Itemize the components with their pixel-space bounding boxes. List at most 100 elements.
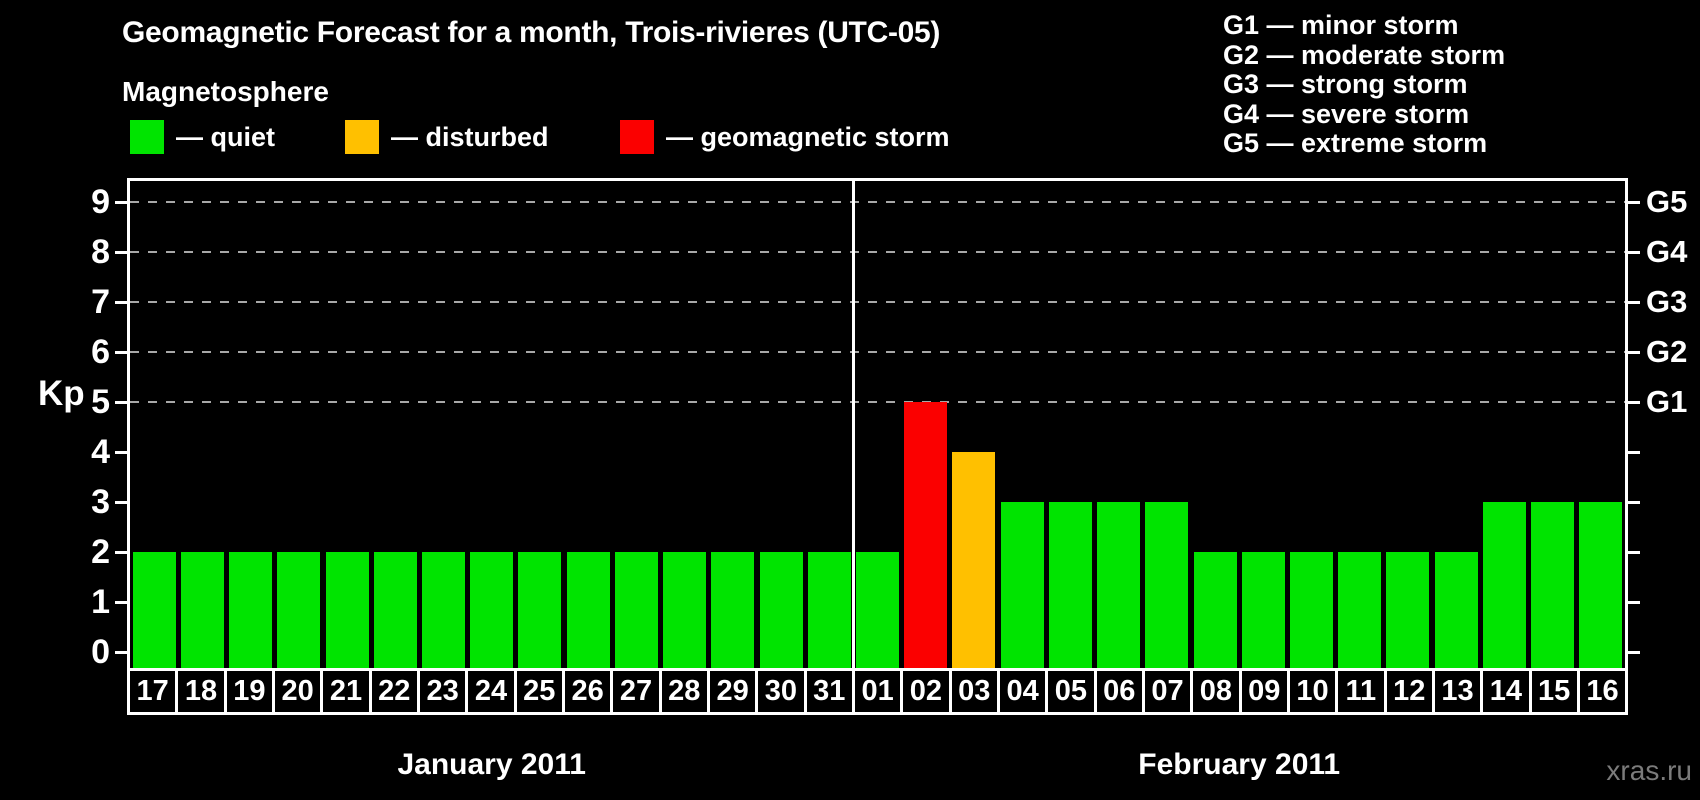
- day-label: 01: [851, 671, 900, 712]
- kp-bar: [1241, 552, 1285, 668]
- grid-line-kp8: [130, 251, 1625, 253]
- kp-bar: [229, 552, 273, 668]
- kp-bar: [614, 552, 658, 668]
- legend-item-disturbed: — disturbed: [345, 119, 549, 155]
- day-label: 05: [1045, 671, 1093, 712]
- y-axis-label: 8: [91, 233, 110, 271]
- y-axis-tick: [115, 600, 127, 604]
- day-label: 08: [1190, 671, 1238, 712]
- y-axis-label: 1: [91, 583, 110, 621]
- day-label: 27: [610, 671, 658, 712]
- kp-bar: [325, 552, 369, 668]
- day-label: 10: [1286, 671, 1335, 712]
- legend-swatch-storm: [620, 120, 654, 154]
- y-axis-tick-right: [1628, 600, 1640, 604]
- kp-bar: [1482, 502, 1526, 668]
- y-axis-tick: [115, 250, 127, 254]
- legend-label-storm: — geomagnetic storm: [666, 121, 950, 152]
- day-label: 29: [706, 671, 755, 712]
- day-label: 02: [900, 671, 948, 712]
- kp-bar: [1193, 552, 1237, 668]
- g-axis-label: G3: [1646, 284, 1688, 319]
- month-label: January 2011: [397, 748, 586, 781]
- g-axis-label: G2: [1646, 334, 1688, 369]
- grid-line-kp9: [130, 201, 1625, 203]
- day-label: 13: [1431, 671, 1480, 712]
- g-axis-label: G1: [1646, 384, 1688, 419]
- kp-bar: [807, 552, 851, 668]
- legend-item-quiet: — quiet: [130, 119, 275, 155]
- y-axis-label: 6: [91, 333, 110, 371]
- y-axis-label: 7: [91, 283, 110, 321]
- kp-bar: [711, 552, 755, 668]
- g-scale-legend: G1 — minor storm G2 — moderate storm G3 — …: [1223, 10, 1506, 159]
- watermark: xras.ru: [1606, 755, 1692, 786]
- day-label: 07: [1141, 671, 1190, 712]
- legend-swatch-quiet: [130, 120, 164, 154]
- y-axis-tick-right: [1628, 200, 1640, 204]
- y-axis-tick-right: [1628, 450, 1640, 454]
- kp-bar: [566, 552, 610, 668]
- kp-bar: [855, 552, 899, 668]
- day-label: 19: [223, 671, 272, 712]
- y-axis-label: 3: [91, 483, 110, 521]
- page-title: Geomagnetic Forecast for a month, Trois-…: [122, 16, 941, 49]
- legend-label-disturbed: — disturbed: [391, 121, 549, 152]
- kp-bar: [904, 402, 948, 668]
- y-axis-tick-right: [1628, 300, 1640, 304]
- kp-bar: [470, 552, 514, 668]
- y-axis-label: 2: [91, 533, 110, 571]
- day-label: 24: [465, 671, 513, 712]
- day-label: 16: [1576, 671, 1625, 712]
- day-label: 06: [1093, 671, 1142, 712]
- grid-line-kp5: [130, 401, 1625, 403]
- legend-heading: Magnetosphere: [122, 76, 329, 107]
- legend-item-storm: — geomagnetic storm: [620, 119, 950, 155]
- day-label: 26: [561, 671, 610, 712]
- g-legend-item-5: G5 — extreme storm: [1223, 128, 1488, 158]
- day-label: 20: [271, 671, 320, 712]
- y-axis-title: Kp: [38, 374, 85, 413]
- month-label: February 2011: [1138, 748, 1341, 781]
- y-axis-tick: [115, 300, 127, 304]
- legend-label-quiet: — quiet: [176, 121, 275, 152]
- grid-line-kp6: [130, 351, 1625, 353]
- kp-bar: [1531, 502, 1575, 668]
- day-label: 17: [136, 675, 169, 707]
- kp-bar: [952, 452, 996, 668]
- day-label: 21: [320, 671, 368, 712]
- kp-bar: [1145, 502, 1189, 668]
- kp-bar: [132, 552, 176, 668]
- day-axis-row: 17 18 19 20 21 22 23 24 25 26 27 28 29 30 31 01 02 03 04 05…: [127, 668, 1628, 715]
- day-label: 23: [416, 671, 465, 712]
- g-axis-label: G5: [1646, 184, 1688, 219]
- kp-bar: [518, 552, 562, 668]
- y-axis-tick-right: [1628, 350, 1640, 354]
- kp-bar: [663, 552, 707, 668]
- y-axis-label: 9: [91, 183, 110, 221]
- y-axis-tick-right: [1628, 500, 1640, 504]
- y-axis-tick-right: [1628, 250, 1640, 254]
- day-label: 30: [755, 671, 803, 712]
- kp-bar: [759, 552, 803, 668]
- kp-bar: [1386, 552, 1430, 668]
- day-label: 22: [368, 671, 417, 712]
- day-label: 11: [1335, 671, 1383, 712]
- y-axis-tick: [115, 550, 127, 554]
- kp-bar: [1290, 552, 1334, 668]
- y-axis-label: 5: [91, 383, 110, 421]
- plot-area: [127, 178, 1628, 671]
- kp-bar: [1048, 502, 1092, 668]
- day-label: 18: [175, 671, 223, 712]
- kp-bar: [421, 552, 465, 668]
- kp-bar: [1579, 502, 1623, 668]
- kp-bar: [1000, 502, 1044, 668]
- g-legend-item-3: G3 — strong storm: [1223, 69, 1468, 99]
- y-axis-tick: [115, 350, 127, 354]
- day-label: 03: [948, 671, 997, 712]
- g-legend-item-2: G2 — moderate storm: [1223, 39, 1506, 70]
- y-axis-tick-right: [1628, 550, 1640, 554]
- kp-bar: [1338, 552, 1382, 668]
- day-label: 09: [1238, 671, 1287, 712]
- kp-bar: [373, 552, 417, 668]
